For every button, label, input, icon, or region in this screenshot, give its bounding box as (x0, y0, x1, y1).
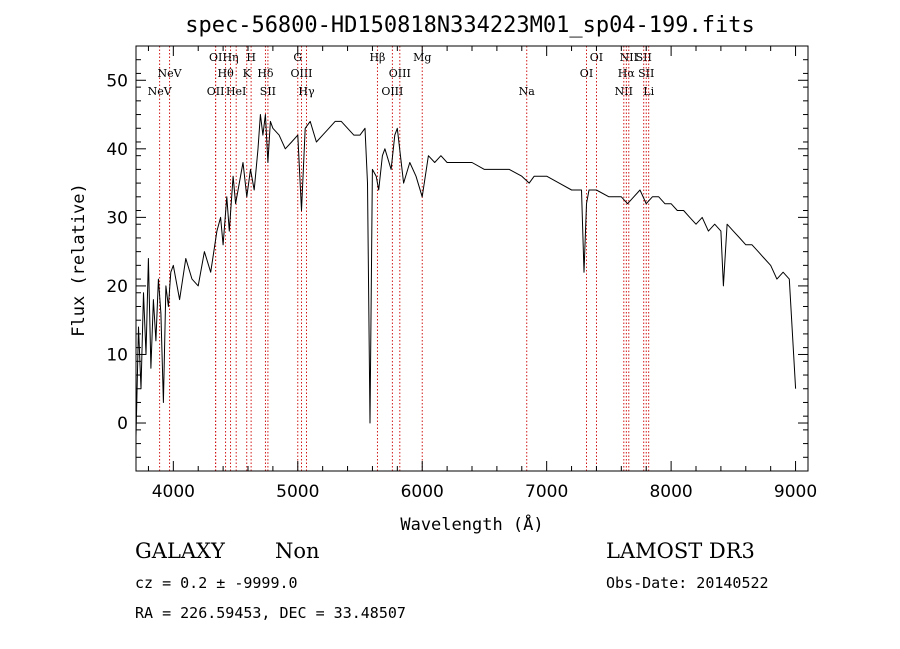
x-tick-label-4: 8000 (649, 482, 692, 502)
line-label-13: G (293, 51, 302, 64)
x-tick-label-5: 9000 (774, 482, 817, 502)
line-label-27: SII (638, 67, 654, 80)
line-label-22: OI (590, 51, 603, 64)
chart-title: spec-56800-HD150818N334223M01_sp04-199.f… (185, 13, 755, 38)
line-label-17: OIII (381, 85, 403, 98)
line-label-16: Hβ (369, 51, 385, 64)
plot-frame (135, 45, 809, 472)
x-tick-label-0: 4000 (152, 482, 195, 502)
plot-area: NeVNeVOIIOIHθHηHeIKHHδSIIGOIIIHγHβOIIIOI… (106, 45, 817, 502)
line-label-24: Hα (618, 67, 636, 80)
line-label-19: Mg (413, 51, 431, 64)
object-subclass: Non (275, 539, 320, 563)
line-label-23: NII (615, 85, 633, 98)
line-label-2: NeV (148, 85, 173, 98)
ra-dec-coordinates: RA = 226.59453, DEC = 33.48507 (135, 604, 406, 622)
line-label-25: NII (620, 51, 638, 64)
x-tick-label-2: 6000 (401, 482, 444, 502)
survey-name: LAMOST DR3 (606, 539, 755, 563)
line-label-5: OI (209, 51, 222, 64)
x-tick-label-3: 7000 (525, 482, 568, 502)
line-label-26: SII (636, 51, 652, 64)
line-label-20: Na (519, 85, 536, 98)
line-label-11: Hδ (257, 67, 274, 80)
line-label-14: OIII (290, 67, 312, 80)
line-label-21: OI (580, 67, 593, 80)
line-label-7: Hη (222, 51, 238, 64)
line-label-3: NeV (158, 67, 183, 80)
y-tick-label-0: 0 (117, 414, 128, 434)
line-label-18: OIII (389, 67, 411, 80)
y-tick-label-4: 40 (106, 140, 128, 160)
y-tick-label-2: 20 (106, 277, 128, 297)
redshift-cz: cz = 0.2 ± -9999.0 (135, 574, 298, 592)
x-tick-label-1: 5000 (276, 482, 319, 502)
y-tick-label-1: 10 (106, 345, 128, 365)
line-label-6: Hθ (217, 67, 234, 80)
y-tick-label-3: 30 (106, 208, 128, 228)
y-axis-label: Flux (relative) (69, 183, 89, 337)
line-label-10: H (246, 51, 256, 64)
y-tick-label-5: 50 (106, 71, 128, 91)
object-class: GALAXY (135, 539, 226, 563)
line-label-8: HeI (226, 85, 246, 98)
spectrum-line (135, 114, 797, 437)
line-label-9: K (243, 67, 252, 80)
observation-date: Obs-Date: 20140522 (606, 574, 769, 592)
line-label-12: SII (260, 85, 276, 98)
x-axis-label: Wavelength (Å) (400, 513, 543, 535)
line-label-28: Li (643, 85, 654, 98)
line-label-15: Hγ (298, 85, 315, 98)
